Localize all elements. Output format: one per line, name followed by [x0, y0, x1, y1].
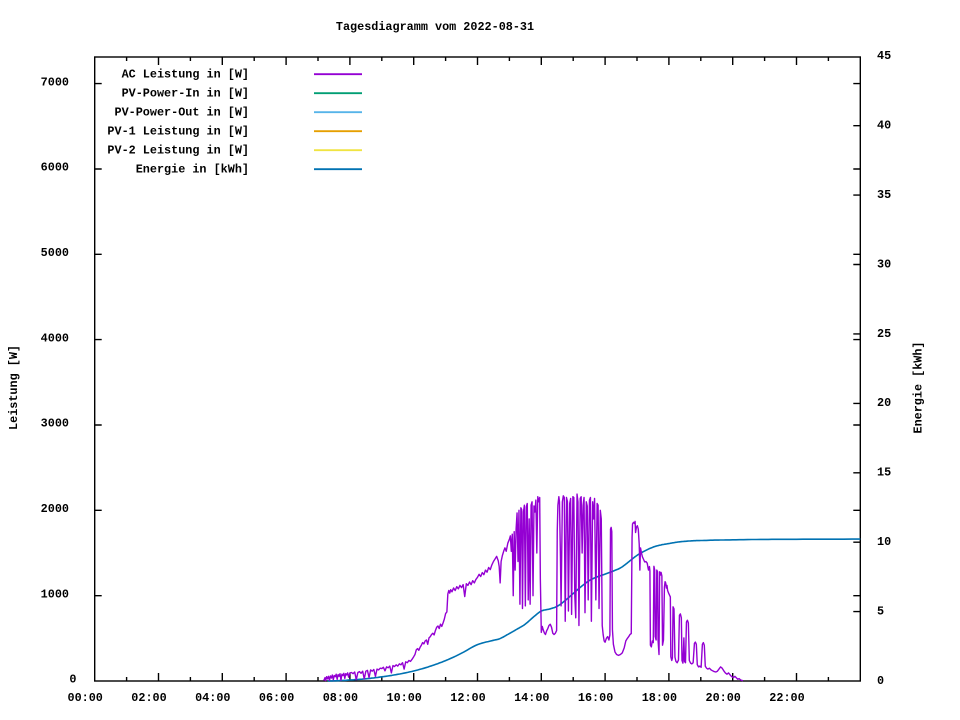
svg-text:12:00: 12:00 [450, 691, 485, 705]
svg-text:0: 0 [69, 673, 76, 687]
svg-text:1000: 1000 [41, 587, 69, 601]
svg-text:25: 25 [877, 327, 891, 341]
svg-text:4000: 4000 [41, 331, 69, 345]
svg-text:0: 0 [877, 674, 884, 688]
svg-text:5: 5 [877, 604, 884, 618]
svg-text:18:00: 18:00 [642, 691, 677, 705]
svg-text:Energie in [kWh]: Energie in [kWh] [136, 162, 249, 176]
svg-text:00:00: 00:00 [67, 691, 102, 705]
svg-text:15: 15 [877, 466, 891, 480]
svg-text:35: 35 [877, 188, 891, 202]
svg-text:40: 40 [877, 119, 891, 133]
svg-text:PV-Power-Out in [W]: PV-Power-Out in [W] [114, 105, 249, 119]
svg-text:PV-Power-In in [W]: PV-Power-In in [W] [122, 86, 249, 100]
svg-text:7000: 7000 [41, 75, 69, 89]
svg-text:22:00: 22:00 [769, 691, 804, 705]
svg-text:16:00: 16:00 [578, 691, 613, 705]
svg-text:45: 45 [877, 49, 891, 63]
svg-text:04:00: 04:00 [195, 691, 230, 705]
svg-text:3000: 3000 [41, 417, 69, 431]
svg-text:30: 30 [877, 257, 891, 271]
svg-text:2000: 2000 [41, 502, 69, 516]
svg-text:PV-2 Leistung in [W]: PV-2 Leistung in [W] [107, 143, 249, 157]
svg-text:06:00: 06:00 [259, 691, 294, 705]
svg-text:14:00: 14:00 [514, 691, 549, 705]
svg-text:6000: 6000 [41, 161, 69, 175]
svg-text:20:00: 20:00 [705, 691, 740, 705]
svg-text:Energie [kWh]: Energie [kWh] [912, 341, 926, 433]
svg-text:20: 20 [877, 396, 891, 410]
svg-text:08:00: 08:00 [323, 691, 358, 705]
svg-text:02:00: 02:00 [131, 691, 166, 705]
svg-text:Tagesdiagramm vom 2022-08-31: Tagesdiagramm vom 2022-08-31 [336, 20, 534, 34]
svg-text:5000: 5000 [41, 246, 69, 260]
svg-text:10: 10 [877, 535, 891, 549]
svg-text:10:00: 10:00 [386, 691, 421, 705]
svg-text:PV-1 Leistung in [W]: PV-1 Leistung in [W] [107, 124, 249, 138]
svg-text:AC Leistung in [W]: AC Leistung in [W] [122, 67, 249, 81]
svg-text:Leistung [W]: Leistung [W] [7, 345, 21, 430]
